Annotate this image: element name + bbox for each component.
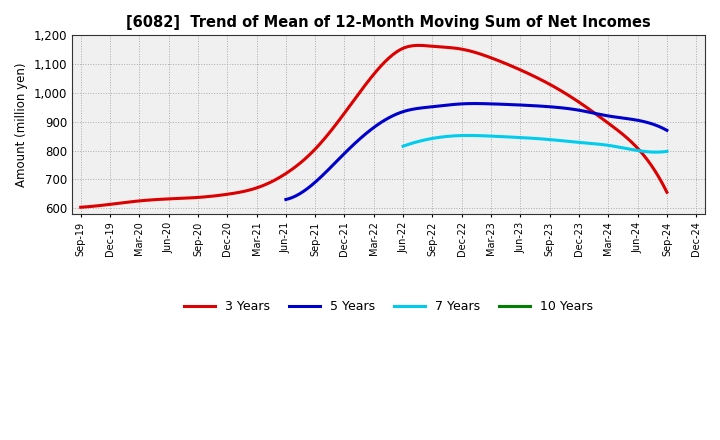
Line: 5 Years: 5 Years	[286, 103, 667, 199]
3 Years	[427, 44, 436, 49]
3 Years	[437, 44, 446, 50]
3 Years	[572, 98, 581, 103]
7 Years	[557, 138, 565, 143]
7 Years	[639, 149, 647, 154]
3 Years	[76, 205, 85, 210]
3 Years	[78, 205, 87, 210]
7 Years	[561, 139, 570, 144]
Y-axis label: Amount (million yen): Amount (million yen)	[15, 62, 28, 187]
3 Years	[413, 43, 422, 48]
5 Years	[282, 197, 290, 202]
Line: 3 Years: 3 Years	[81, 45, 667, 207]
3 Years	[426, 44, 434, 49]
3 Years	[610, 125, 618, 130]
7 Years	[556, 138, 564, 143]
5 Years	[662, 128, 671, 133]
Line: 7 Years: 7 Years	[403, 136, 667, 152]
7 Years	[652, 150, 661, 155]
5 Years	[516, 103, 525, 108]
Legend: 3 Years, 5 Years, 7 Years, 10 Years: 3 Years, 5 Years, 7 Years, 10 Years	[179, 295, 598, 318]
7 Years	[662, 149, 671, 154]
5 Years	[508, 102, 517, 107]
5 Years	[470, 101, 479, 106]
3 Years	[662, 190, 671, 195]
5 Years	[510, 102, 518, 107]
5 Years	[604, 114, 613, 119]
Title: [6082]  Trend of Mean of 12-Month Moving Sum of Net Incomes: [6082] Trend of Mean of 12-Month Moving …	[126, 15, 651, 30]
7 Years	[464, 133, 473, 138]
7 Years	[399, 143, 408, 149]
7 Years	[622, 146, 631, 151]
5 Years	[283, 197, 292, 202]
7 Years	[400, 143, 408, 149]
5 Years	[628, 117, 636, 122]
